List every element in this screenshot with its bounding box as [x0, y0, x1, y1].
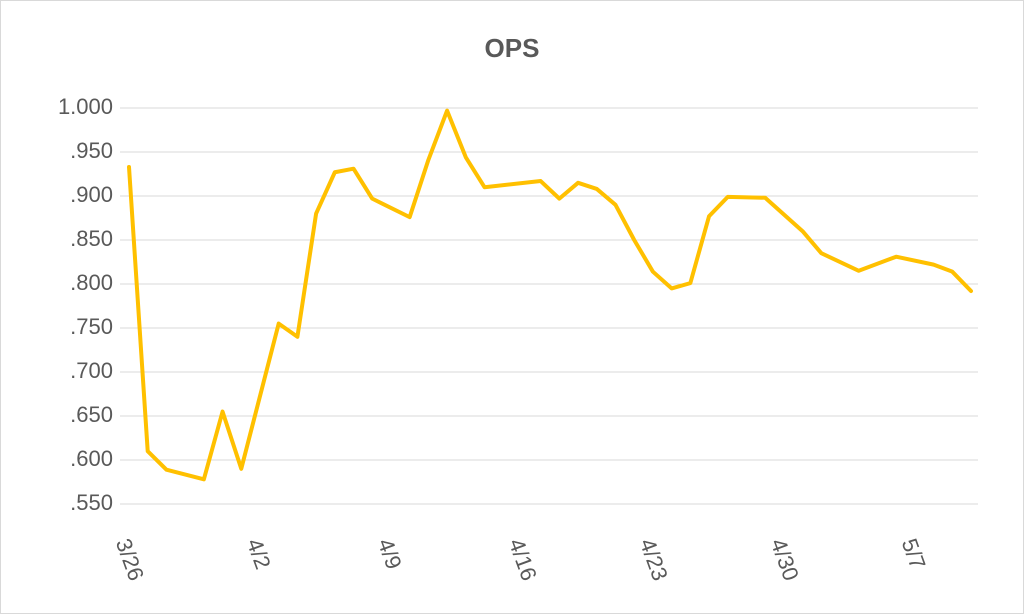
y-tick-label: 1.000 — [58, 94, 113, 119]
y-tick-label: .800 — [70, 270, 113, 295]
y-tick-label: .650 — [70, 402, 113, 427]
chart-title: OPS — [485, 33, 540, 63]
y-tick-label: .550 — [70, 490, 113, 515]
y-tick-label: .950 — [70, 138, 113, 163]
y-tick-label: .600 — [70, 446, 113, 471]
y-tick-label: .750 — [70, 314, 113, 339]
y-tick-label: .850 — [70, 226, 113, 251]
y-tick-label: .900 — [70, 182, 113, 207]
data-line — [127, 108, 973, 482]
y-tick-label: .700 — [70, 358, 113, 383]
